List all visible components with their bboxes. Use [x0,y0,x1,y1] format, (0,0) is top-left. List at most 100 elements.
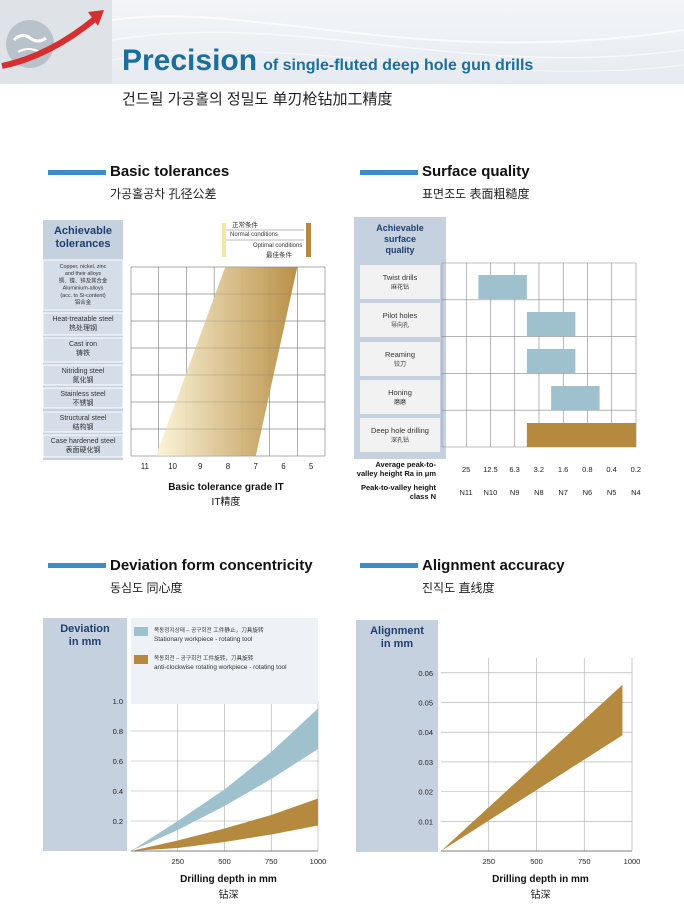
x-tick-label: 500 [218,857,231,866]
y-tick-label: 0.4 [113,787,123,796]
section-subtitle-deviation: 동심도 同心度 [110,581,183,595]
ra-tick-label: 0.2 [631,465,641,474]
x-tick-label: 7 [253,462,258,471]
category-label: Cast iron [69,341,97,348]
panel-label-text: Achievable [54,225,112,237]
legend-label: Stationary workpiece - rotating tool [154,636,252,643]
legend-label: anti-clockwise rotating workpiece - rota… [154,664,287,671]
category-row [42,411,124,433]
x-tick-label: 9 [198,462,203,471]
banner-waves-decoration [111,15,684,72]
legend-swatch [134,655,148,664]
n-axis-label: class N [410,492,436,501]
x-tick-label: 8 [226,462,231,471]
legend-normal-en: Normal conditions [230,232,278,238]
ra-tick-label: 0.8 [582,465,592,474]
legend-label: 목동회전 – 공구회전 工件旋转，刀具旋转 [154,654,254,662]
category-row [360,342,440,376]
category-label: 铰刀 [394,360,406,368]
y-tick-label: 0.02 [418,788,433,797]
category-label: 铸铁 [76,348,90,357]
category-label: Twist drills [383,273,418,282]
range-bar [526,349,576,373]
y-tick-label: 0.8 [113,727,123,736]
x-tick-label: 1000 [310,857,327,866]
section-title-deviation: Deviation form concentricity [110,557,313,574]
panel-label-box [356,620,438,852]
section-bar [48,563,106,568]
legend-optimal-cn: 最佳条件 [266,250,293,259]
section-title-surface: Surface quality [422,163,530,180]
n-tick-label: N5 [607,488,617,497]
category-label: Heat-treatable steel [52,316,114,323]
optimal-conditions-marker [306,223,311,257]
x-tick-label: 500 [530,857,543,866]
category-label: Reaming [385,350,415,359]
x-tick-label: 750 [578,857,591,866]
category-label: Nitriding steel [62,368,105,375]
x-tick-label: 750 [265,857,278,866]
section-subtitle-alignment: 진직도 直线度 [422,581,495,595]
category-label: 麻花钻 [391,283,409,291]
n-tick-label: N4 [631,488,641,497]
category-row [360,380,440,414]
category-label: 铝合金 [75,298,92,306]
category-row [360,265,440,299]
category-label: 表面硬化钢 [66,445,101,454]
y-tick-label: 0.6 [113,757,123,766]
ra-tick-label: 12.5 [483,465,498,474]
x-tick-label: 5 [309,462,314,471]
y-tick-label: 0.01 [418,817,433,826]
category-label: Deep hole drilling [371,426,429,435]
n-tick-label: N11 [460,488,473,497]
panel-label-text: in mm [381,638,414,650]
category-row [42,364,124,386]
y-tick-label: 0.06 [418,669,433,678]
normal-conditions-marker [222,223,226,257]
panel-label-text: quality [385,245,414,255]
n-tick-label: N9 [510,488,520,497]
y-tick-label: 0.03 [418,758,433,767]
x-axis-label-cn: 钻深 [219,888,239,901]
x-tick-label: 250 [171,857,184,866]
range-bar [526,423,636,447]
data-band [441,684,623,851]
section-subtitle-surface: 표면조도 表面粗糙度 [422,187,530,201]
category-label: Honing [388,388,412,397]
legend-background [131,618,318,704]
ra-tick-label: 6.3 [509,465,519,474]
page-title-translation: 건드릴 가공홀의 정밀도 单刃枪钻加工精度 [122,91,393,108]
category-row [360,303,440,337]
y-tick-label: 0.2 [113,817,123,826]
x-tick-label: 1000 [624,857,641,866]
n-tick-label: N6 [583,488,593,497]
panel-label-text: in mm [69,636,102,648]
panel-label-text: Deviation [60,623,110,635]
panel-label-box [43,618,127,851]
category-label: 磨磨 [394,398,406,406]
category-row [42,434,124,458]
ra-axis-label: Average peak-to- [375,460,436,469]
y-tick-label: 0.04 [418,728,433,737]
category-label: Structural steel [60,415,107,422]
ra-axis-label: valley height Ra in μm [357,469,437,478]
category-label: Stainless steel [60,391,106,398]
category-label: 深孔钻 [391,436,409,444]
category-label: Copper, nickel, zinc [60,264,107,270]
legend-swatch [134,627,148,636]
category-label: 导向孔 [391,321,409,329]
panel-label-text: Achievable [376,223,424,233]
panel-label-text: surface [384,234,416,244]
ra-tick-label: 0.4 [606,465,616,474]
section-title-basic: Basic tolerances [110,163,230,180]
category-label: 热处理钢 [69,323,97,332]
range-bar [526,312,576,336]
x-tick-label: 11 [141,462,150,471]
page-title: Precision of single-fluted deep hole gun … [122,44,534,77]
panel-label-text: tolerances [55,238,110,250]
x-tick-label: 10 [168,462,177,471]
